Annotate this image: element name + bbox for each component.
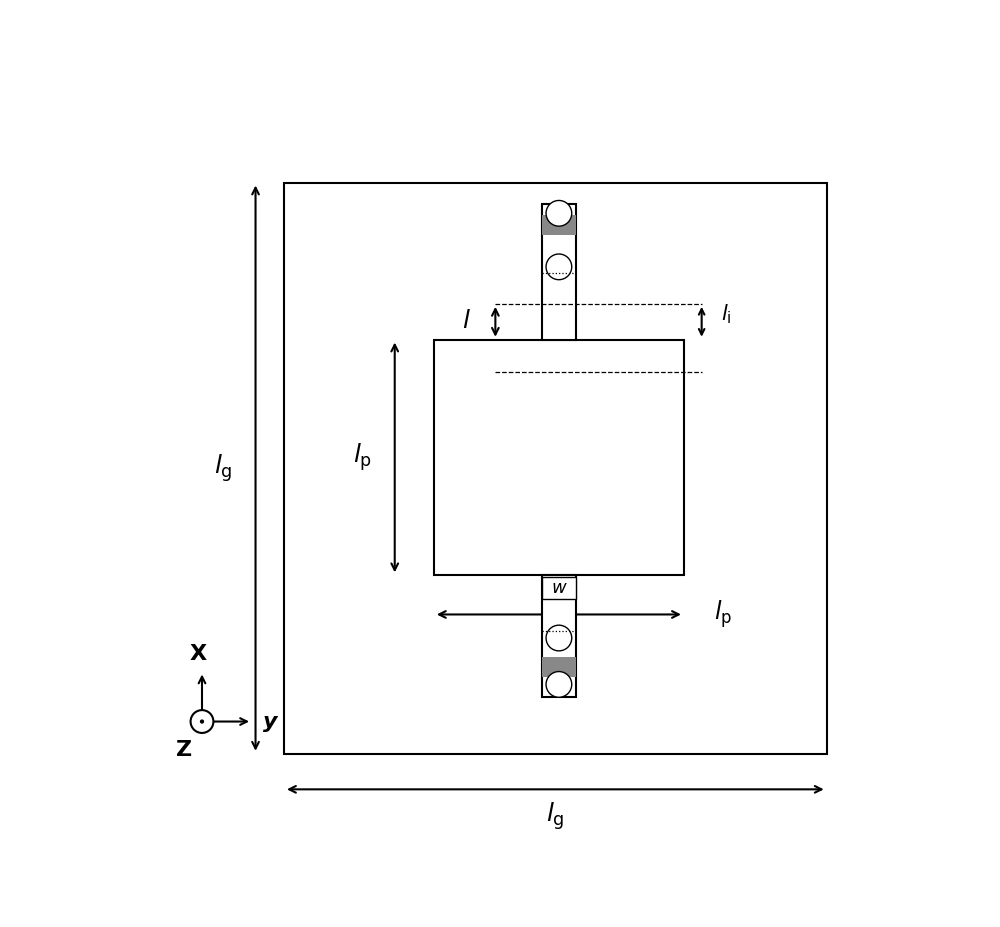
Text: $l_{\rm g}$: $l_{\rm g}$ xyxy=(214,452,233,484)
Bar xyxy=(542,575,576,696)
Text: Z: Z xyxy=(176,740,192,760)
Text: y: y xyxy=(263,712,277,731)
Circle shape xyxy=(546,254,572,280)
Bar xyxy=(542,215,576,235)
Text: $l$: $l$ xyxy=(462,311,471,334)
Circle shape xyxy=(191,710,213,733)
Bar xyxy=(542,656,576,677)
Bar xyxy=(542,204,576,339)
Text: $l_{\rm p}$: $l_{\rm p}$ xyxy=(353,441,372,474)
Bar xyxy=(434,339,684,575)
Text: $l_{\rm p}$: $l_{\rm p}$ xyxy=(714,599,732,630)
Bar xyxy=(542,578,576,599)
Text: X: X xyxy=(190,643,207,664)
Text: $l_{\rm g}$: $l_{\rm g}$ xyxy=(546,801,565,832)
Bar xyxy=(284,183,827,754)
Circle shape xyxy=(546,625,572,651)
Text: $l_{\rm i}$: $l_{\rm i}$ xyxy=(721,303,732,326)
Circle shape xyxy=(546,671,572,697)
Circle shape xyxy=(200,719,204,724)
Circle shape xyxy=(546,200,572,226)
Text: $w$: $w$ xyxy=(551,579,567,597)
